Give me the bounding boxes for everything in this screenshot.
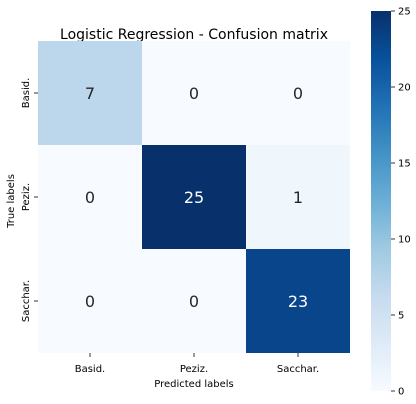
x-axis-ticks: Basid. Peziz. Sacchar. [75,353,319,375]
cell-value-0-1: 0 [189,84,199,103]
y-tick-label: Sacchar. [21,280,32,322]
cell-value-0-2: 0 [293,84,303,103]
cell-value-1-1: 25 [184,188,204,207]
heatmap-cell-labels: 7 0 0 0 25 1 0 0 23 [85,84,308,311]
heatmap-cell-0-2 [246,41,350,145]
cell-value-2-2: 23 [288,292,308,311]
colorbar-tick-label: 0 [398,387,404,398]
colorbar-tick-label: 10 [398,235,411,246]
y-tick-label: Basid. [21,78,32,109]
cell-value-2-1: 0 [189,292,199,311]
heatmap-cell-1-1 [142,145,246,249]
y-axis-label: True labels [6,174,17,229]
heatmap-cell-2-1 [142,249,246,353]
cell-value-0-0: 7 [85,84,95,103]
y-tick-label: Peziz. [21,183,32,211]
cell-value-2-0: 0 [85,292,95,311]
heatmap-cell-0-0 [38,41,142,145]
colorbar [371,11,391,391]
colorbar-ticks: 0 5 10 15 20 25 [391,7,411,398]
x-tick-label: Sacchar. [277,364,319,375]
heatmap-cell-2-2 [246,249,350,353]
chart-title: Logistic Regression - Confusion matrix [60,27,328,43]
colorbar-tick-label: 5 [398,311,404,322]
x-tick-label: Basid. [75,364,106,375]
colorbar-tick-label: 25 [398,7,411,18]
y-axis-ticks: Basid. Peziz. Sacchar. [21,78,38,322]
heatmap-cell-2-0 [38,249,142,353]
heatmap-cell-0-1 [142,41,246,145]
colorbar-tick-label: 15 [398,159,411,170]
x-tick-label: Peziz. [180,364,208,375]
x-axis-label: Predicted labels [154,379,234,390]
colorbar-tick-label: 20 [398,83,411,94]
cell-value-1-0: 0 [85,188,95,207]
heatmap-cells [38,41,350,353]
heatmap-cell-1-0 [38,145,142,249]
heatmap-cell-1-2 [246,145,350,249]
cell-value-1-2: 1 [293,188,303,207]
